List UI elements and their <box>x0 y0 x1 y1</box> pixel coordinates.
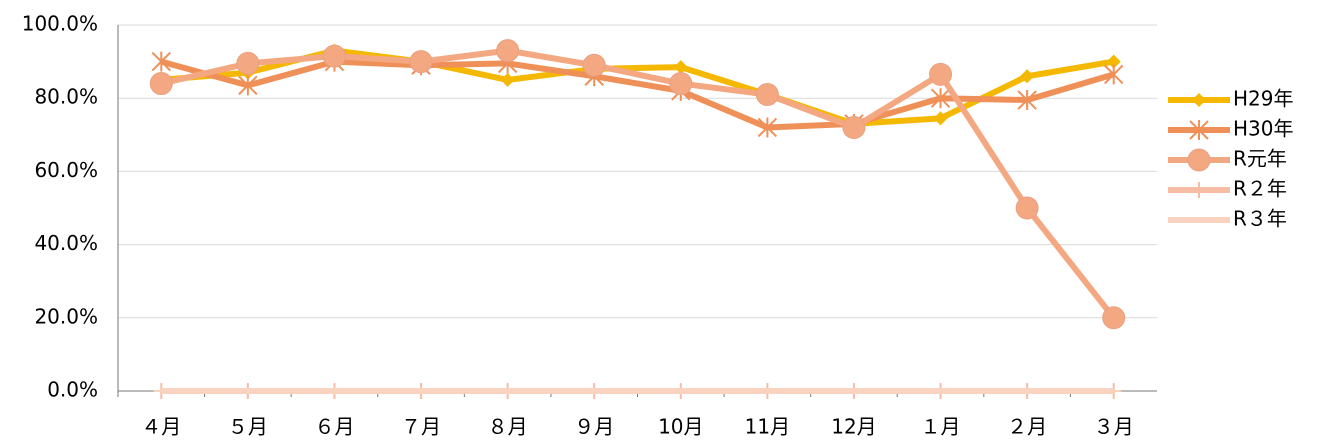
marker <box>238 75 258 96</box>
y-tick-label: 60.0% <box>34 158 98 182</box>
y-tick-label: 40.0% <box>34 231 98 255</box>
y-tick-label: 20.0% <box>34 304 98 328</box>
x-tick-label: ４月 <box>141 415 181 439</box>
marker <box>673 60 688 75</box>
x-tick-label: ７月 <box>401 415 441 439</box>
legend-label: R２年 <box>1233 177 1287 201</box>
legend-label: R３年 <box>1233 207 1287 231</box>
line <box>161 47 1115 127</box>
legend-label: H29年 <box>1233 87 1294 111</box>
x-tick-label: ２月 <box>1007 415 1047 439</box>
marker <box>1106 54 1121 69</box>
marker <box>322 44 346 68</box>
y-tick-label: 100.0% <box>22 12 98 36</box>
marker <box>149 72 173 96</box>
x-tick-label: ８月 <box>488 415 528 439</box>
x-tick-label: １月 <box>921 415 961 439</box>
marker <box>842 115 866 139</box>
marker <box>1015 196 1039 220</box>
marker <box>496 39 520 63</box>
marker <box>500 72 515 87</box>
marker <box>933 111 948 126</box>
x-tick-label: ３月 <box>1094 415 1134 439</box>
marker <box>1020 69 1035 84</box>
marker <box>409 50 433 74</box>
marker <box>1187 148 1211 172</box>
legend-label: H30年 <box>1233 117 1294 141</box>
y-tick-label: 80.0% <box>34 85 98 109</box>
marker <box>669 72 693 96</box>
marker <box>1189 120 1209 140</box>
marker <box>1102 306 1126 330</box>
y-tick-label: 0.0% <box>47 378 98 402</box>
x-tick-label: ５月 <box>228 415 268 439</box>
marker <box>757 117 778 138</box>
marker <box>1192 93 1206 107</box>
legend-label: R元年 <box>1233 147 1287 171</box>
x-tick-label: ９月 <box>574 415 614 439</box>
line <box>160 47 1117 320</box>
x-tick-label: 11月 <box>745 415 790 439</box>
marker <box>1191 182 1207 198</box>
x-tick-label: 12月 <box>831 415 876 439</box>
x-tick-label: 10月 <box>658 415 703 439</box>
marker <box>755 83 779 107</box>
marker <box>236 51 260 75</box>
x-tick-label: ６月 <box>314 415 354 439</box>
marker <box>151 51 171 72</box>
marker <box>930 88 951 109</box>
marker <box>1017 90 1037 111</box>
marker <box>929 62 953 86</box>
marker <box>582 53 606 77</box>
marker <box>1104 64 1124 85</box>
